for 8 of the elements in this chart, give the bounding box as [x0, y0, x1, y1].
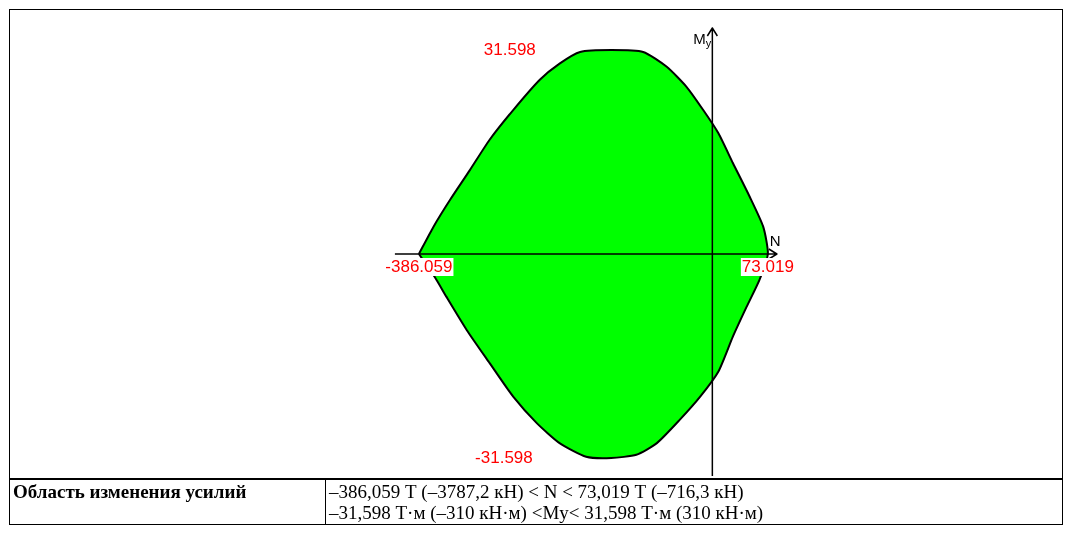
text: Область изменения усилий — [13, 481, 247, 502]
x-tick-label: 73.019 — [741, 257, 794, 277]
x-axis-title: N — [769, 231, 781, 249]
text: –386,059 Т (–3787,2 кН) < N < 73,019 Т (–716,3 кН) — [329, 481, 745, 502]
y-tick-label: -31.598 — [475, 448, 533, 468]
x-tick-label: -386.059 — [385, 257, 453, 277]
y-tick-label: 31.598 — [483, 40, 536, 60]
text: –31,598 Т·м (–310 кН·м) <My< 31,598 Т·м (310 кН·м) — [329, 502, 765, 523]
